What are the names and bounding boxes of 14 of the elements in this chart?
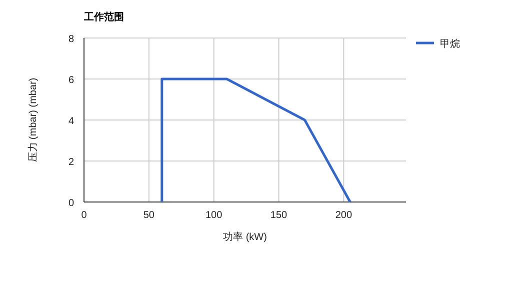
x-axis-title: 功率 (kW) <box>223 231 267 243</box>
x-tick-label: 50 <box>143 210 155 221</box>
y-tick-label: 8 <box>68 34 74 45</box>
y-tick-label: 0 <box>68 198 74 209</box>
legend-label: 甲烷 <box>440 38 460 50</box>
chart-title: 工作范围 <box>83 11 124 23</box>
y-axis-title: 压力 (mbar) (mbar) <box>27 78 39 162</box>
x-tick-label: 0 <box>81 210 88 221</box>
x-tick-label: 150 <box>270 210 288 221</box>
x-tick-label: 100 <box>205 210 223 221</box>
y-tick-label: 2 <box>68 157 74 168</box>
x-tick-label: 200 <box>335 210 352 221</box>
y-tick-label: 4 <box>68 116 74 127</box>
y-tick-label: 6 <box>68 75 74 86</box>
